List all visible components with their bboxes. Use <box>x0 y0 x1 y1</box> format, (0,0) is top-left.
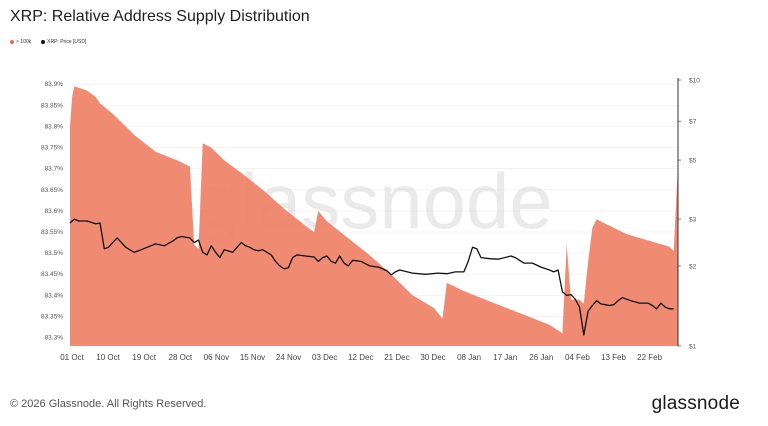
chart-legend: > 100k XRP: Price [USD] <box>10 39 86 45</box>
y-tick-right-3: $5 <box>689 158 697 165</box>
y-tick-left-9: 83.75% <box>41 145 63 152</box>
y-tick-left-3: 83.45% <box>41 271 63 278</box>
y-tick-left-6: 83.6% <box>45 208 64 215</box>
x-tick-9: 21 Dec <box>384 353 409 362</box>
y-tick-right-0: $1 <box>689 344 697 351</box>
x-tick-11: 08 Jan <box>457 353 481 362</box>
legend-dot-area <box>10 40 14 44</box>
legend-dot-price <box>41 40 46 44</box>
x-tick-12: 17 Jan <box>493 353 517 362</box>
x-tick-6: 24 Nov <box>276 353 301 362</box>
x-tick-13: 26 Jan <box>529 353 553 362</box>
x-tick-3: 28 Oct <box>169 353 193 362</box>
y-tick-left-1: 83.35% <box>41 313 63 320</box>
y-axis-left: 83.3% 83.35% 83.4% 83.45% 83.5% 83.55% 83.6% 83… <box>41 81 63 341</box>
y-tick-left-8: 83.7% <box>45 166 64 173</box>
y-tick-right-2: $3 <box>689 217 697 224</box>
x-tick-1: 10 Oct <box>96 353 120 362</box>
y-tick-left-5: 83.55% <box>41 229 63 236</box>
y-tick-left-11: 83.85% <box>41 102 63 109</box>
x-tick-4: 06 Nov <box>204 353 229 362</box>
x-tick-14: 04 Feb <box>565 353 590 362</box>
legend-label-area: > 100k <box>16 39 32 45</box>
y-tick-right-5: $10 <box>689 78 700 85</box>
x-tick-8: 12 Dec <box>348 353 373 362</box>
x-axis: 01 Oct 10 Oct 19 Oct 28 Oct 06 Nov 15 Nov 24 N… <box>60 353 662 362</box>
y-tick-right-4: $7 <box>689 119 697 126</box>
x-tick-2: 19 Oct <box>132 353 156 362</box>
x-tick-10: 30 Dec <box>420 353 445 362</box>
y-tick-left-12: 83.9% <box>45 81 64 88</box>
legend-label-price: XRP: Price [USD] <box>47 39 87 45</box>
y-tick-left-4: 83.5% <box>45 250 64 257</box>
area-series-over-100k <box>70 86 678 347</box>
price-line-series <box>69 218 674 336</box>
legend-item-price[interactable]: XRP: Price [USD] <box>41 39 86 45</box>
x-tick-0: 01 Oct <box>60 353 84 362</box>
y-tick-left-7: 83.65% <box>41 187 63 194</box>
x-tick-15: 13 Feb <box>601 353 626 362</box>
x-tick-5: 15 Nov <box>240 353 265 362</box>
y-tick-right-1: $2 <box>689 263 697 270</box>
chart-title: XRP: Relative Address Supply Distributio… <box>10 8 310 25</box>
y-tick-left-2: 83.4% <box>45 292 64 299</box>
footer-logo[interactable]: glassnode <box>651 393 740 414</box>
x-tick-7: 03 Dec <box>312 353 337 362</box>
y-tick-left-0: 83.3% <box>45 335 64 342</box>
legend-item-area[interactable]: > 100k <box>10 39 31 45</box>
y-tick-left-10: 83.8% <box>45 123 64 130</box>
y-axis-right: $1 $2 $3 $5 $7 $10 <box>678 78 700 351</box>
footer-copyright: © 2026 Glassnode. All Rights Reserved. <box>10 398 207 410</box>
x-tick-16: 22 Feb <box>637 353 662 362</box>
